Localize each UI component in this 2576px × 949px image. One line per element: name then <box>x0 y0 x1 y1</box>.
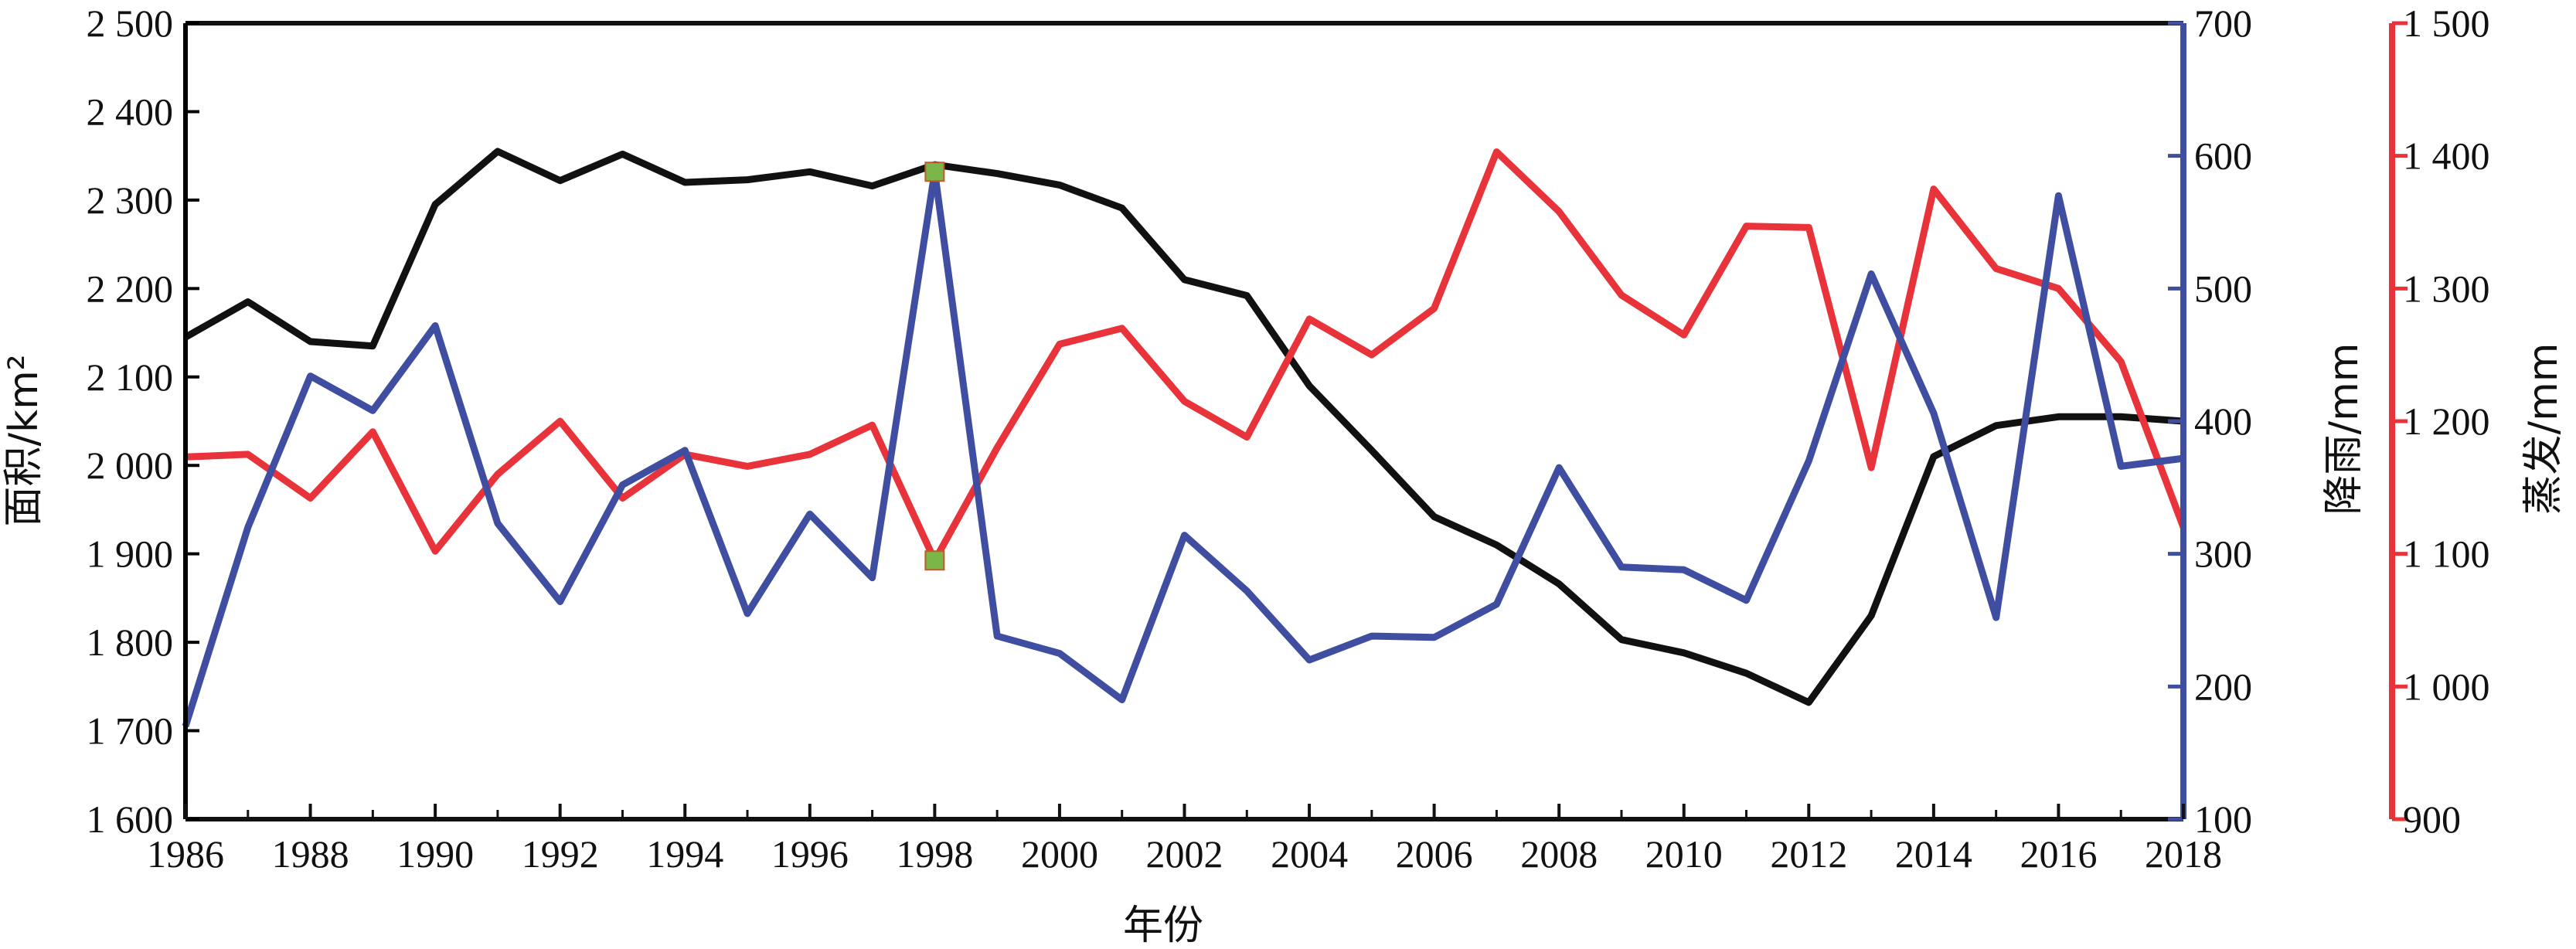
area-series-line <box>183 148 2184 706</box>
year-tick-label: 2012 <box>1770 832 1847 876</box>
rain-tick-label: 700 <box>2194 2 2252 45</box>
year-tick-label: 2016 <box>2020 832 2097 876</box>
year-tick-label: 2008 <box>1520 832 1598 876</box>
rain-axis: 100 200 300 400 500 600 700 <box>2168 2 2252 841</box>
rain-tick-label: 600 <box>2194 134 2252 178</box>
area-tick-label: 2 500 <box>87 2 174 45</box>
year-tick-label: 2002 <box>1146 832 1223 876</box>
evap-tick-label: 900 <box>2403 798 2461 841</box>
rain-highlight-marker <box>924 162 945 182</box>
evap-tick-label: 1 200 <box>2403 400 2490 443</box>
evap-tick-label: 1 100 <box>2403 532 2490 576</box>
area-axis-title: 面积/km² <box>1 354 47 526</box>
evap-series-line <box>185 148 2187 564</box>
evap-highlight-marker <box>924 550 945 571</box>
evap-tick-label: 1 400 <box>2403 134 2490 178</box>
area-tick-label: 2 200 <box>87 267 174 310</box>
rain-axis-title: 降雨/mm <box>2321 343 2367 515</box>
year-tick-label: 1996 <box>771 832 849 876</box>
year-tick-label: 2010 <box>1645 832 1723 876</box>
evap-axis: 900 1 000 1 100 1 200 1 300 1 400 1 500 <box>2389 2 2490 841</box>
x-axis-title: 年份 <box>1123 903 1203 949</box>
area-axis: 1 600 1 700 1 800 1 900 2 000 2 100 2 200 2 300… <box>87 2 199 841</box>
rain-tick-label: 300 <box>2194 532 2252 576</box>
area-tick-label: 2 400 <box>87 90 174 133</box>
year-axis: 1986 1988 1990 1992 1994 1996 1998 2000 2002 2004… <box>147 804 2222 876</box>
year-tick-label: 1998 <box>896 832 973 876</box>
year-tick-label: 1988 <box>272 832 349 876</box>
rain-series-line <box>182 168 2184 728</box>
evap-tick-label: 1 000 <box>2403 665 2490 708</box>
area-tick-label: 1 900 <box>87 532 174 576</box>
evap-axis-title: 蒸发/mm <box>2520 343 2567 515</box>
year-tick-label: 2006 <box>1396 832 1473 876</box>
area-tick-label: 2 100 <box>87 355 174 399</box>
area-tick-label: 1 800 <box>87 621 174 664</box>
rain-tick-label: 200 <box>2194 665 2252 708</box>
evap-tick-label: 1 500 <box>2403 2 2490 45</box>
year-tick-label: 1992 <box>522 832 599 876</box>
area-tick-label: 2 300 <box>87 179 174 222</box>
rain-tick-label: 500 <box>2194 267 2252 310</box>
year-tick-label: 2000 <box>1021 832 1098 876</box>
rain-tick-label: 100 <box>2194 798 2252 841</box>
series-layer <box>182 148 2187 728</box>
area-tick-label: 1 700 <box>87 709 174 753</box>
evap-tick-label: 1 300 <box>2403 267 2490 310</box>
year-tick-label: 2018 <box>2145 832 2222 876</box>
year-tick-label: 1986 <box>147 832 224 876</box>
year-tick-label: 1990 <box>396 832 474 876</box>
year-tick-label: 2004 <box>1271 832 1348 876</box>
year-tick-label: 2014 <box>1895 832 1972 876</box>
area-tick-label: 1 600 <box>87 798 174 841</box>
area-tick-label: 2 000 <box>87 444 174 487</box>
year-tick-label: 1994 <box>646 832 723 876</box>
rain-tick-label: 400 <box>2194 400 2252 443</box>
